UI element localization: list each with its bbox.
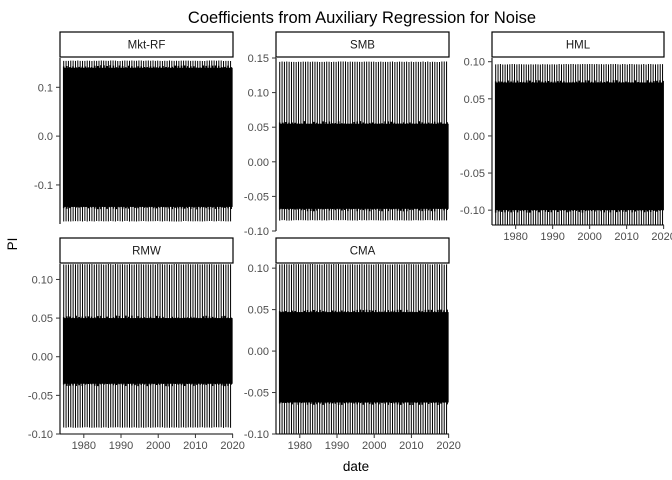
series-band-edge	[278, 309, 448, 406]
y-tick-label: 0.05	[464, 94, 485, 106]
facet-strip-label: SMB	[350, 40, 375, 52]
x-tick-label: 1980	[288, 440, 312, 452]
y-tick-label: 0.05	[248, 122, 269, 134]
x-tick-label: 1990	[540, 231, 564, 243]
x-tick-label: 2010	[183, 440, 207, 452]
y-tick-label: 0.0	[38, 131, 53, 143]
series-band-edge	[278, 121, 448, 212]
y-tick-label: 0.00	[248, 157, 269, 169]
facet-strip-label: Mkt-RF	[128, 40, 166, 52]
y-tick-label: -0.1	[34, 180, 53, 192]
facet-panels: Mkt-RF -0.1 0.0 0.1 SMB -0.10 -0.05 0.00 0.05 0.1…	[28, 31, 672, 452]
y-tick-label: -0.05	[460, 168, 485, 180]
facet-panel-rmw: RMW 1980 1990 2000 2010 2020 -0.10 -0.05 0.00 0.0…	[28, 237, 245, 452]
y-tick-label: 0.10	[32, 274, 53, 286]
facet-panel-smb: SMB -0.10 -0.05 0.00 0.05 0.10 0.15	[244, 31, 450, 238]
facet-panel-cma: CMA 1980 1990 2000 2010 2020 -0.10 -0.05 0.00 0.0…	[244, 237, 461, 452]
x-tick-label: 2010	[399, 440, 423, 452]
x-tick-label: 2000	[577, 231, 601, 243]
y-tick-label: -0.10	[460, 205, 485, 217]
y-axis-title: PI	[5, 238, 20, 251]
facet-strip-label: CMA	[350, 246, 376, 258]
x-tick-label: 2010	[614, 231, 638, 243]
facet-strip	[275, 237, 450, 264]
x-tick-label: 2020	[651, 231, 672, 243]
y-tick-label: -0.10	[28, 429, 53, 441]
x-tick-label: 1990	[325, 440, 349, 452]
y-tick-label: 0.05	[32, 313, 53, 325]
y-tick-label: 0.1	[38, 82, 53, 94]
chart-title: Coefficients from Auxiliary Regression f…	[188, 9, 536, 27]
x-tick-label: 2020	[220, 440, 244, 452]
series-band-edge	[494, 80, 664, 213]
y-tick-label: 0.10	[248, 263, 269, 275]
y-tick-label: 0.00	[32, 352, 53, 364]
facet-strip	[59, 237, 234, 264]
x-tick-label: 1990	[109, 440, 133, 452]
y-tick-label: 0.00	[464, 131, 485, 143]
y-tick-label: -0.05	[244, 388, 269, 400]
y-tick-label: 0.05	[248, 305, 269, 317]
facet-strip-label: RMW	[132, 246, 161, 258]
facet-strip	[491, 31, 665, 58]
facet-panel-mkt-rf: Mkt-RF -0.1 0.0 0.1	[34, 31, 234, 224]
x-tick-label: 1980	[72, 440, 96, 452]
facet-strip-label: HML	[566, 40, 591, 52]
facet-strip	[59, 31, 234, 58]
x-tick-label: 2000	[146, 440, 170, 452]
x-tick-label: 2000	[362, 440, 386, 452]
series-band-edge	[62, 65, 232, 210]
y-tick-label: 0.00	[248, 346, 269, 358]
series-band-edge	[62, 315, 232, 387]
facet-panel-hml: HML 1980 1990 2000 2010 2020 -0.10 -0.05 0.00 0.0…	[460, 31, 672, 243]
y-tick-label: -0.05	[28, 390, 53, 402]
y-tick-label: 0.10	[464, 57, 485, 69]
x-axis-title: date	[343, 459, 369, 474]
y-tick-label: -0.10	[244, 226, 269, 238]
x-tick-label: 1980	[503, 231, 527, 243]
y-tick-label: -0.05	[244, 191, 269, 203]
y-tick-label: -0.10	[244, 429, 269, 441]
facet-strip	[275, 31, 450, 58]
x-tick-label: 2020	[436, 440, 460, 452]
y-tick-label: 0.10	[248, 88, 269, 100]
y-tick-label: 0.15	[248, 53, 269, 65]
